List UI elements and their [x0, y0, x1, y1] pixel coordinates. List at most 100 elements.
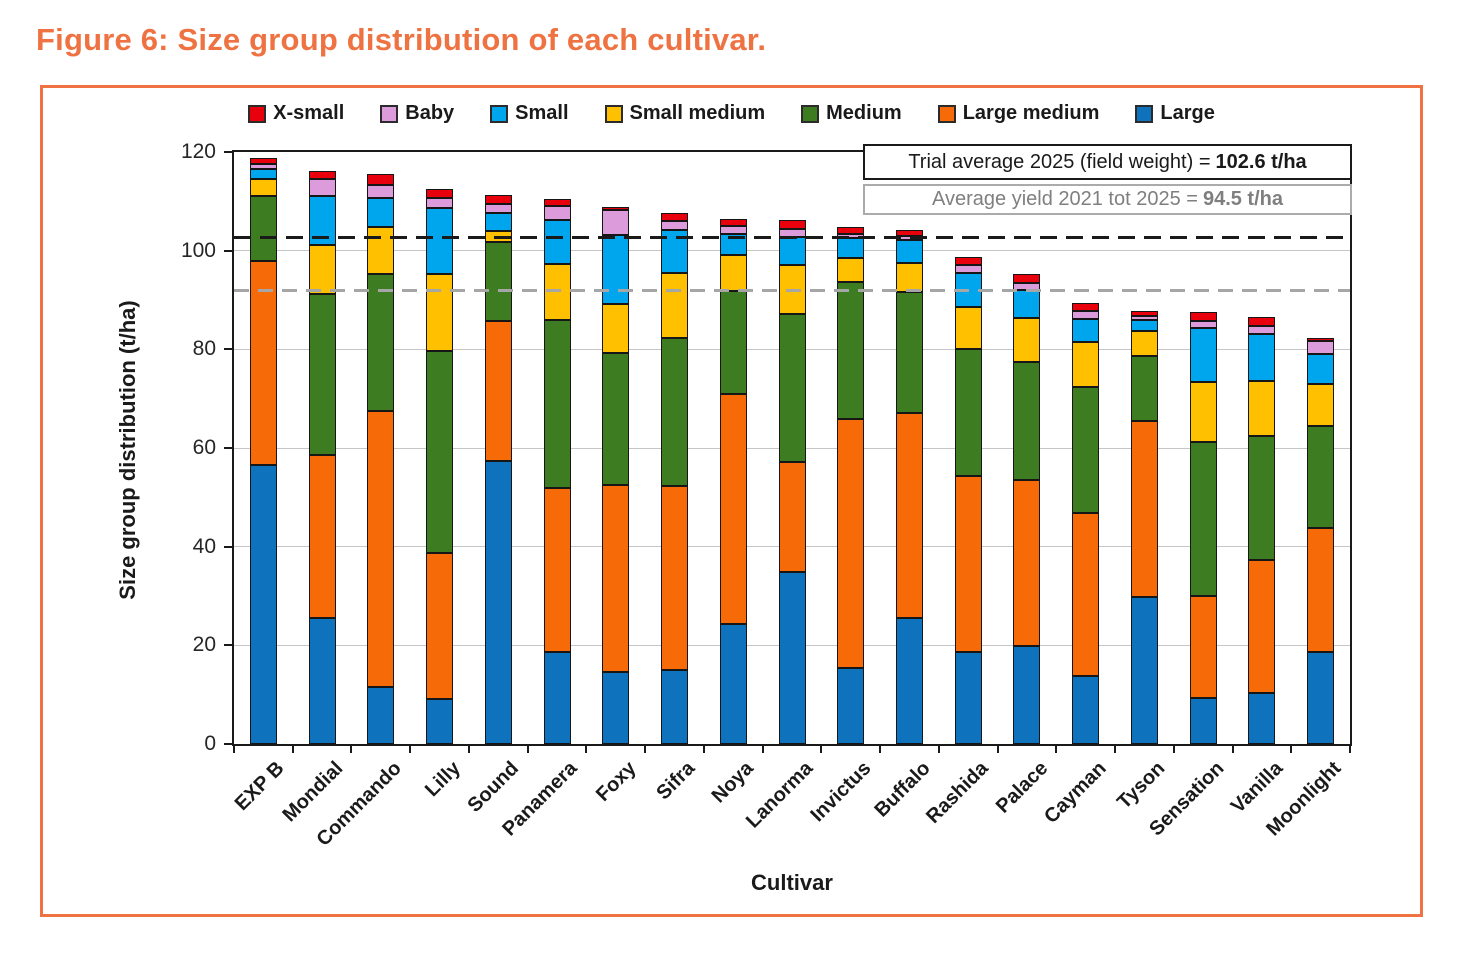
bar-segment-lanorma-large: [778, 572, 806, 744]
bar-segment-foxy-small-medium: [602, 304, 630, 353]
bar-segment-palace-large-medium: [1013, 480, 1041, 646]
bar-segment-tyson-small: [1130, 320, 1158, 331]
bar-segment-rashida-large: [954, 652, 982, 744]
bar-segment-noya-x-small: [719, 219, 747, 226]
legend-item-small: Small: [490, 102, 569, 125]
x-tick-5: [526, 744, 529, 753]
x-category-label-lilly: Lilly: [420, 757, 465, 802]
bar-segment-palace-medium: [1013, 362, 1041, 480]
x-tick-8: [702, 744, 705, 753]
bar-segment-lilly-large-medium: [426, 553, 454, 699]
bar-segment-tyson-x-small: [1130, 311, 1158, 316]
bar-segment-sensation-baby: [1189, 321, 1217, 328]
bar-segment-commando-baby: [367, 185, 395, 198]
bar-segment-buffalo-small: [895, 240, 923, 263]
x-tick-3: [409, 744, 412, 753]
bar-segment-buffalo-x-small: [895, 230, 923, 236]
bar-segment-lilly-x-small: [426, 189, 454, 198]
y-tick-0: [224, 743, 232, 745]
bar-segment-rashida-x-small: [954, 257, 982, 265]
bar-segment-cayman-small-medium: [1072, 342, 1100, 387]
bar-segment-invictus-large: [837, 668, 865, 744]
bar-segment-buffalo-large: [895, 618, 923, 744]
x-tick-6: [585, 744, 588, 753]
bar-segment-moonlight-baby: [1307, 341, 1335, 354]
bar-segment-moonlight-medium: [1307, 426, 1335, 528]
x-category-label-invictus: Invictus: [806, 757, 876, 827]
y-axis-title: Size group distribution (t/ha): [115, 300, 140, 600]
x-category-label-tyson: Tyson: [1113, 757, 1170, 814]
x-tick-14: [1055, 744, 1058, 753]
bar-segment-vanilla-small: [1248, 334, 1276, 381]
bar-segment-palace-small: [1013, 290, 1041, 318]
x-tick-11: [879, 744, 882, 753]
bar-segment-foxy-small: [602, 235, 630, 304]
legend-item-x-small: X-small: [248, 102, 344, 125]
bar-segment-exp-b-x-small: [249, 158, 277, 164]
y-tick-label-20: 20: [192, 633, 216, 657]
bar-segment-panamera-x-small: [543, 199, 571, 206]
bar-segment-panamera-medium: [543, 320, 571, 488]
bar-segment-invictus-small: [837, 238, 865, 258]
bar-segment-exp-b-small-medium: [249, 179, 277, 196]
legend-label-small: Small: [515, 102, 569, 124]
legend-label-x-small: X-small: [273, 102, 345, 124]
bar-segment-sifra-medium: [661, 338, 689, 486]
bar-segment-rashida-medium: [954, 349, 982, 476]
x-category-label-noya: Noya: [707, 757, 759, 808]
x-tick-9: [761, 744, 764, 753]
y-tick-80: [224, 348, 232, 351]
bar-segment-noya-large: [719, 624, 747, 744]
x-axis-title: Cultivar: [751, 870, 833, 895]
x-category-label-exp-b: EXP B: [230, 757, 289, 816]
y-tick-100: [224, 249, 232, 252]
legend-label-medium: Medium: [826, 102, 902, 124]
bar-segment-foxy-baby: [602, 210, 630, 235]
bar-segment-moonlight-small-medium: [1307, 384, 1335, 426]
bar-segment-lilly-large: [426, 699, 454, 744]
bar-segment-tyson-large-medium: [1130, 421, 1158, 597]
x-category-label-rashida: Rashida: [922, 757, 994, 828]
bar-segment-exp-b-medium: [249, 196, 277, 261]
bar-segment-buffalo-small-medium: [895, 263, 923, 292]
y-tick-label-0: 0: [204, 732, 216, 755]
x-category-label-palace: Palace: [991, 757, 1052, 818]
bar-segment-sensation-small: [1189, 328, 1217, 382]
bar-segment-moonlight-x-small: [1307, 338, 1335, 341]
average-yield-annotation: Average yield 2021 tot 2025 = 94.5 t/ha: [863, 184, 1352, 215]
legend-item-small-medium: Small medium: [604, 102, 765, 125]
bar-segment-commando-x-small: [367, 174, 395, 185]
bar-segment-panamera-large-medium: [543, 488, 571, 652]
y-tick-120: [224, 151, 232, 153]
bar-segment-commando-large-medium: [367, 411, 395, 687]
bar-segment-sound-small: [484, 213, 512, 231]
legend-item-medium: Medium: [801, 102, 902, 125]
bar-segment-mondial-medium: [308, 294, 336, 455]
legend-swatch-large-medium: [937, 104, 956, 123]
x-tick-1: [291, 744, 294, 753]
reference-line-trial-average-2025: [234, 236, 1350, 240]
bar-segment-vanilla-large-medium: [1248, 560, 1276, 693]
bar-segment-panamera-small: [543, 220, 571, 264]
bar-segment-tyson-small-medium: [1130, 331, 1158, 356]
bar-segment-moonlight-large-medium: [1307, 528, 1335, 652]
x-category-label-foxy: Foxy: [592, 757, 641, 806]
x-category-label-cayman: Cayman: [1039, 757, 1111, 828]
x-tick-2: [350, 744, 353, 753]
reference-line-average-yield-2021-2025: [234, 288, 1350, 292]
bar-segment-mondial-baby: [308, 179, 336, 196]
x-tick-19: [1349, 744, 1351, 753]
bar-segment-cayman-small: [1072, 319, 1100, 342]
bar-segment-lilly-small-medium: [426, 274, 454, 351]
bar-segment-foxy-x-small: [602, 207, 630, 210]
bar-segment-sifra-x-small: [661, 213, 689, 221]
average-yield-value: 94.5 t/ha: [1202, 188, 1283, 210]
bar-segment-lilly-medium: [426, 351, 454, 553]
x-tick-15: [1114, 744, 1117, 753]
y-tick-40: [224, 545, 232, 548]
bar-segment-palace-x-small: [1013, 274, 1041, 283]
bar-segment-commando-large: [367, 687, 395, 744]
legend-swatch-x-small: [248, 104, 267, 123]
bar-segment-sifra-large-medium: [661, 486, 689, 670]
legend-label-baby: Baby: [405, 102, 455, 124]
